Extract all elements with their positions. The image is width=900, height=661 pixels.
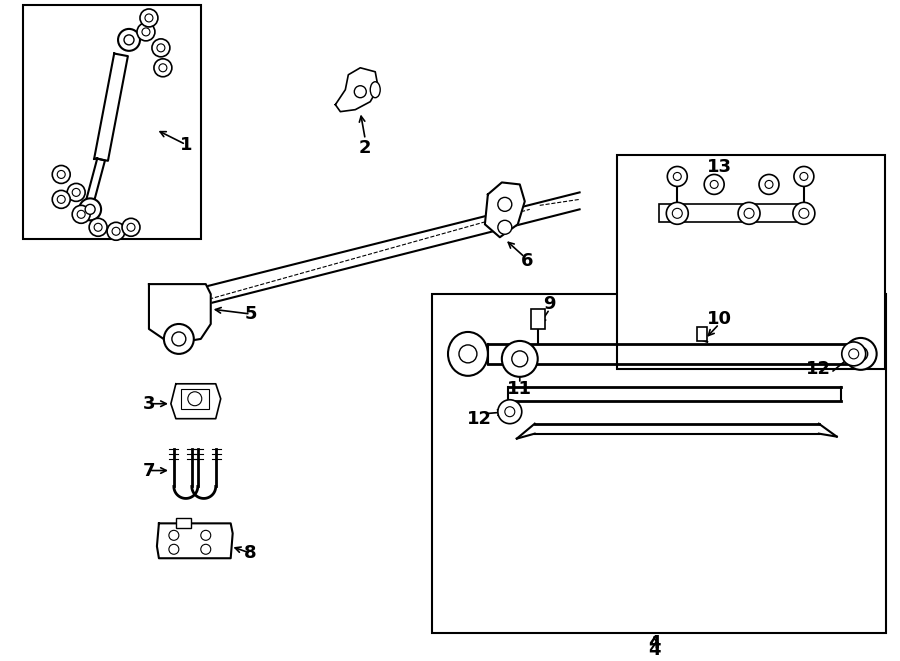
Text: 7: 7 (143, 461, 155, 479)
Bar (660, 204, 809, 222)
Ellipse shape (799, 208, 809, 218)
Text: 13: 13 (706, 159, 732, 176)
Ellipse shape (845, 338, 877, 370)
Text: 3: 3 (143, 395, 155, 412)
Circle shape (169, 530, 179, 540)
Ellipse shape (122, 218, 140, 236)
Ellipse shape (79, 198, 101, 220)
Ellipse shape (157, 44, 165, 52)
Circle shape (201, 544, 211, 555)
Text: 9: 9 (544, 295, 556, 313)
Ellipse shape (498, 198, 512, 212)
Ellipse shape (86, 204, 95, 214)
Ellipse shape (154, 59, 172, 77)
Text: 10: 10 (706, 310, 732, 328)
Ellipse shape (355, 86, 366, 98)
Circle shape (201, 530, 211, 540)
Ellipse shape (370, 82, 380, 98)
Text: 5: 5 (245, 305, 256, 323)
Ellipse shape (107, 222, 125, 240)
Ellipse shape (854, 347, 868, 361)
Bar (23, 5, 201, 239)
Text: 8: 8 (244, 544, 256, 563)
Ellipse shape (140, 9, 158, 27)
Ellipse shape (94, 223, 102, 231)
Ellipse shape (793, 202, 814, 224)
Ellipse shape (498, 220, 512, 234)
Ellipse shape (188, 392, 202, 406)
Text: 12: 12 (806, 360, 832, 378)
Ellipse shape (448, 332, 488, 376)
Polygon shape (86, 159, 105, 206)
Ellipse shape (58, 196, 65, 204)
Circle shape (169, 544, 179, 555)
Text: 1: 1 (180, 136, 192, 153)
Ellipse shape (72, 188, 80, 196)
Polygon shape (94, 54, 128, 161)
Ellipse shape (164, 324, 194, 354)
Ellipse shape (794, 167, 814, 186)
Ellipse shape (68, 183, 86, 202)
Text: 12: 12 (467, 410, 492, 428)
Ellipse shape (744, 208, 754, 218)
Ellipse shape (673, 173, 681, 180)
Text: 4: 4 (648, 634, 661, 652)
Ellipse shape (800, 173, 808, 180)
Ellipse shape (112, 227, 120, 235)
Polygon shape (171, 384, 220, 418)
Ellipse shape (666, 202, 688, 224)
Bar (181, 389, 209, 408)
Ellipse shape (137, 23, 155, 41)
Ellipse shape (52, 190, 70, 208)
Polygon shape (148, 284, 211, 344)
Ellipse shape (672, 208, 682, 218)
Text: 11: 11 (508, 380, 532, 398)
Ellipse shape (52, 165, 70, 183)
Ellipse shape (127, 223, 135, 231)
Polygon shape (485, 182, 525, 237)
Ellipse shape (849, 349, 859, 359)
Ellipse shape (738, 202, 760, 224)
Text: 4: 4 (648, 641, 661, 659)
Ellipse shape (459, 345, 477, 363)
Text: 2: 2 (359, 139, 372, 157)
Bar (698, 327, 707, 341)
Bar (432, 294, 886, 633)
Ellipse shape (842, 342, 866, 366)
Ellipse shape (759, 175, 779, 194)
Ellipse shape (710, 180, 718, 188)
Ellipse shape (145, 14, 153, 22)
Ellipse shape (512, 351, 527, 367)
Ellipse shape (58, 171, 65, 178)
Ellipse shape (498, 400, 522, 424)
Ellipse shape (765, 180, 773, 188)
Ellipse shape (142, 28, 150, 36)
Ellipse shape (502, 341, 537, 377)
Ellipse shape (704, 175, 725, 194)
Ellipse shape (172, 332, 185, 346)
Ellipse shape (118, 29, 140, 51)
Text: 6: 6 (520, 253, 533, 270)
Ellipse shape (124, 35, 134, 45)
Ellipse shape (159, 64, 166, 72)
Polygon shape (157, 524, 233, 559)
Ellipse shape (505, 407, 515, 416)
Bar (617, 155, 885, 369)
Polygon shape (336, 68, 378, 112)
Ellipse shape (89, 218, 107, 236)
Ellipse shape (77, 210, 86, 218)
Ellipse shape (152, 39, 170, 57)
Bar (531, 309, 544, 329)
Ellipse shape (667, 167, 688, 186)
Ellipse shape (72, 206, 90, 223)
Bar (176, 518, 191, 528)
